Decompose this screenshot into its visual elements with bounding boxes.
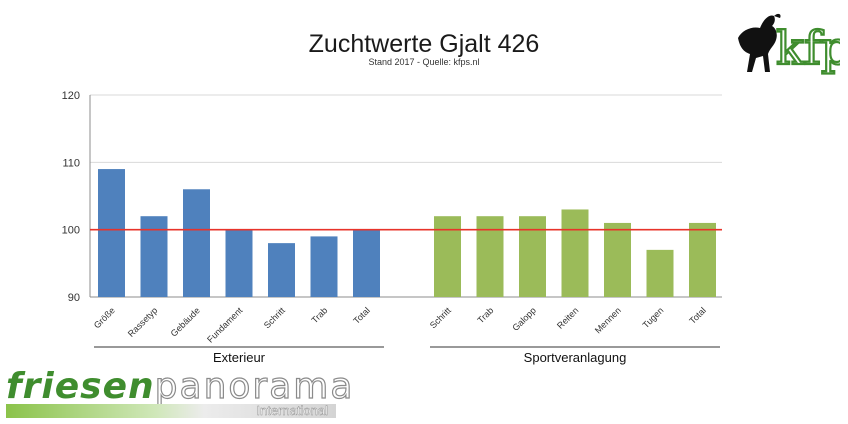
x-tick-label: Mennen bbox=[593, 305, 623, 335]
chart-subtitle: Stand 2017 - Quelle: kfps.nl bbox=[368, 57, 480, 67]
brand-bold: friesen bbox=[6, 366, 155, 407]
bar bbox=[98, 169, 125, 297]
bar bbox=[268, 243, 295, 297]
friesenpanorama-brand: friesenpanorama International bbox=[6, 365, 353, 420]
bar bbox=[646, 249, 674, 297]
brand-bar bbox=[6, 404, 336, 418]
x-tick-label: Total bbox=[351, 305, 372, 326]
x-tick-label: Schritt bbox=[262, 305, 287, 330]
bar bbox=[310, 236, 338, 297]
brand-sub: International bbox=[256, 403, 328, 418]
x-tick-label: Größe bbox=[92, 305, 117, 330]
kfp-horse-logo: kfp bbox=[738, 13, 840, 76]
logo-text: kfp bbox=[776, 21, 840, 75]
bar bbox=[225, 229, 253, 297]
bar bbox=[434, 216, 461, 297]
bar bbox=[519, 216, 546, 297]
y-tick-label: 100 bbox=[62, 225, 80, 237]
horse-icon bbox=[738, 15, 777, 72]
x-tick-label: Galopp bbox=[510, 305, 538, 333]
x-tick-label: Tugen bbox=[641, 305, 666, 330]
x-tick-label: Fundament bbox=[205, 305, 245, 345]
bar bbox=[476, 216, 504, 297]
chart-title: Zuchtwerte Gjalt 426 bbox=[308, 30, 540, 58]
x-tick-label: Schritt bbox=[428, 305, 453, 330]
bar bbox=[353, 229, 380, 297]
bar bbox=[561, 209, 589, 297]
bar bbox=[604, 222, 631, 297]
x-tick-label: Trab bbox=[475, 305, 495, 325]
group-label: Sportveranlagung bbox=[524, 350, 627, 365]
y-tick-label: 120 bbox=[62, 90, 80, 102]
x-tick-label: Rassetyp bbox=[126, 305, 160, 339]
x-tick-label: Trab bbox=[309, 305, 329, 325]
bar bbox=[689, 222, 716, 297]
x-tick-label: Reiten bbox=[555, 305, 580, 330]
x-tick-label: Gebäude bbox=[169, 305, 202, 338]
bar bbox=[140, 216, 168, 297]
x-tick-label: Total bbox=[687, 305, 708, 326]
bar bbox=[183, 189, 210, 297]
y-tick-label: 110 bbox=[62, 157, 80, 169]
brand-light: panorama bbox=[154, 365, 355, 407]
group-label: Exterieur bbox=[213, 350, 266, 365]
y-tick-label: 90 bbox=[68, 292, 80, 304]
